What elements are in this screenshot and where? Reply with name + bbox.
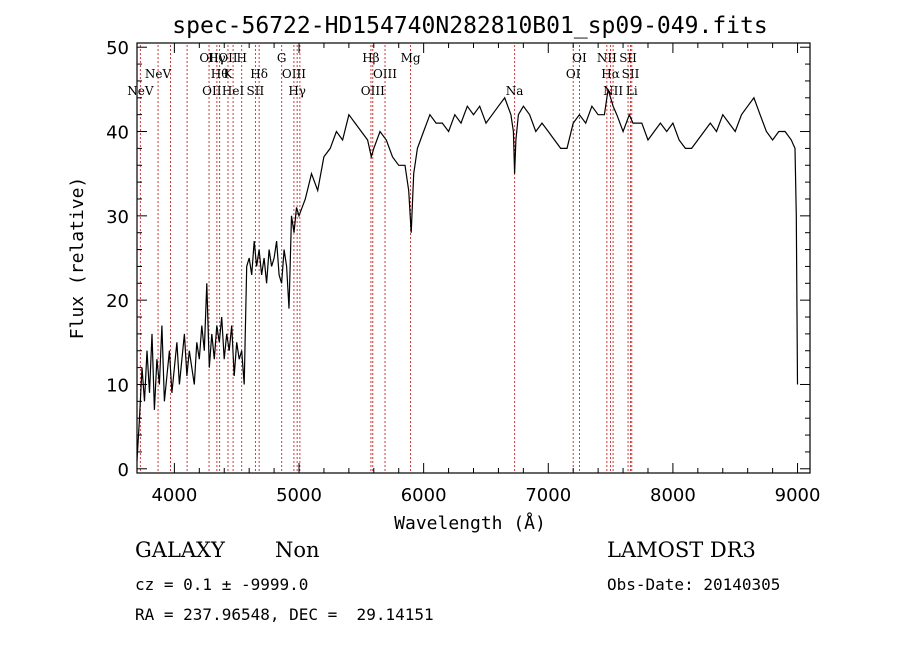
line-label-16: Hβ xyxy=(362,51,379,65)
ra-dec-coordinates: RA = 237.96548, DEC = 29.14151 xyxy=(135,605,434,624)
line-label-28: Li xyxy=(626,84,638,98)
survey-name: LAMOST DR3 xyxy=(607,538,756,562)
line-label-19: Mg xyxy=(401,51,421,65)
emission-line-labels: NeVNeVOIIHγHθHeIKHHδSIIGOIIIHγHβOIIIOIII… xyxy=(127,51,639,98)
line-label-extra-oii2: OII xyxy=(202,84,222,98)
line-label-7: HeI xyxy=(222,84,245,98)
object-subclass: Non xyxy=(275,538,320,562)
y-tick-label: 10 xyxy=(106,375,129,396)
line-label-14: Hγ xyxy=(288,84,306,98)
x-tick-label: 4000 xyxy=(151,485,197,506)
line-label-extra-oii: OII xyxy=(218,51,238,65)
line-label-11: SII xyxy=(247,84,265,98)
x-axis-label: Wavelength (Å) xyxy=(394,512,546,534)
y-axis-ticks: 0 10 20 30 40 50 xyxy=(106,38,810,481)
line-label-25: NII xyxy=(603,84,623,98)
x-tick-label: 7000 xyxy=(525,485,571,506)
observation-date: Obs-Date: 20140305 xyxy=(607,575,781,594)
y-tick-label: 30 xyxy=(106,207,129,228)
line-label-4: OII xyxy=(199,51,219,65)
x-tick-label: 6000 xyxy=(401,485,447,506)
line-label-27: SII xyxy=(622,67,640,81)
y-tick-label: 0 xyxy=(118,460,129,481)
line-label-21: OI xyxy=(566,67,581,81)
y-tick-label: 20 xyxy=(106,291,129,312)
line-label-6: Hθ xyxy=(211,67,229,81)
line-label-18: OIII xyxy=(373,67,397,81)
plot-frame xyxy=(136,42,811,474)
line-label-1: NeV xyxy=(145,67,172,81)
y-axis-label: Flux (relative) xyxy=(67,177,88,340)
line-label-22: OI xyxy=(572,51,587,65)
x-tick-label: 5000 xyxy=(276,485,322,506)
x-tick-label: 8000 xyxy=(650,485,696,506)
line-label-10: Hδ xyxy=(250,67,268,81)
redshift-value: cz = 0.1 ± -9999.0 xyxy=(135,575,309,594)
line-label-5: Hγ xyxy=(208,51,226,65)
spectrum-line xyxy=(136,89,799,461)
chart-title: spec-56722-HD154740N282810B01_sp09-049.f… xyxy=(172,13,767,39)
x-axis-ticks: 4000 5000 6000 7000 8000 9000 xyxy=(151,43,820,506)
emission-line-markers xyxy=(139,45,633,473)
line-label-8: K xyxy=(223,67,233,81)
y-tick-label: 40 xyxy=(106,123,129,144)
line-label-9: H xyxy=(236,51,246,65)
line-label-26: SII xyxy=(619,51,637,65)
line-label-20: Na xyxy=(506,84,524,98)
line-label-13: OIII xyxy=(282,67,306,81)
object-class: GALAXY xyxy=(135,538,225,562)
y-tick-label: 50 xyxy=(106,38,129,59)
line-label-0: NeV xyxy=(127,84,154,98)
line-label-17: OIII xyxy=(361,84,385,98)
line-label-12: G xyxy=(277,51,287,65)
x-tick-label: 9000 xyxy=(775,485,821,506)
line-label-23: NII xyxy=(597,51,617,65)
line-label-24: Hα xyxy=(601,67,620,81)
